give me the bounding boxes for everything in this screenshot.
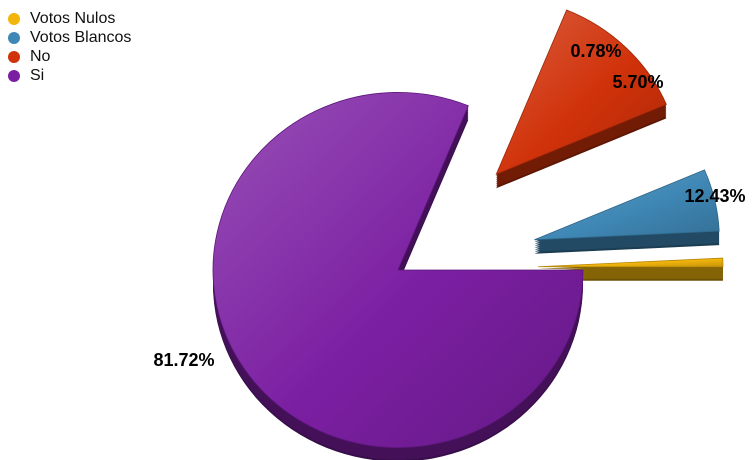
- legend-item-no[interactable]: No: [8, 47, 131, 66]
- slice-votos-nulos[interactable]: [537, 257, 724, 268]
- legend-marker-votos-nulos: [8, 12, 20, 25]
- legend-marker-no: [8, 50, 20, 63]
- legend-label-no: No: [30, 48, 51, 65]
- legend-item-votos-nulos[interactable]: Votos Nulos: [8, 9, 131, 28]
- slice-no[interactable]: [495, 9, 667, 176]
- legend-marker-si: [8, 69, 20, 82]
- slice-votos-blancos[interactable]: [534, 169, 720, 241]
- slice-si[interactable]: [212, 92, 584, 448]
- legend-label-votos-blancos: Votos Blancos: [30, 29, 132, 46]
- legend-label-si: Si: [30, 67, 45, 84]
- data-label-layer: 0.78% 5.70% 12.43% 81.72%: [153, 41, 745, 370]
- legend-marker-votos-blancos: [8, 31, 20, 44]
- legend-item-si[interactable]: Si: [8, 66, 131, 85]
- legend: Votos Nulos Votos Blancos No Si: [8, 9, 131, 85]
- data-label-votos-blancos: 5.70%: [612, 72, 663, 92]
- data-label-no: 12.43%: [684, 186, 745, 206]
- slice-layer: [212, 9, 724, 448]
- legend-item-votos-blancos[interactable]: Votos Blancos: [8, 28, 131, 47]
- data-label-votos-nulos: 0.78%: [570, 41, 621, 61]
- legend-label-votos-nulos: Votos Nulos: [30, 10, 116, 27]
- data-label-si: 81.72%: [153, 350, 214, 370]
